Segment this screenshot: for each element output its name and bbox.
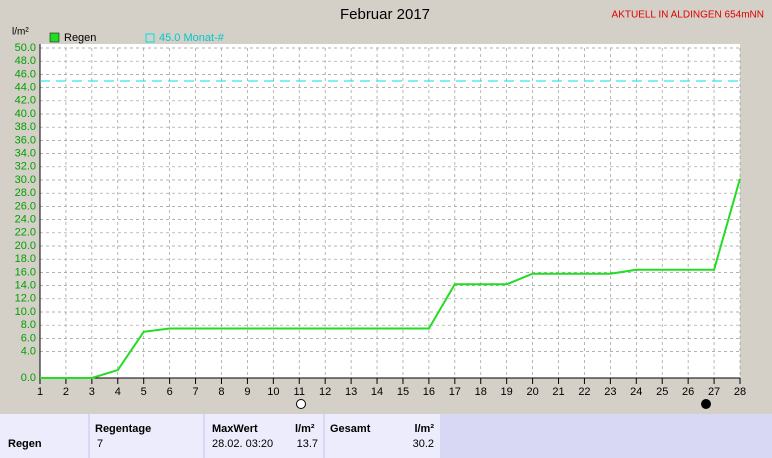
x-tick-label: 27 — [708, 386, 720, 398]
header: l/m² — [414, 423, 434, 435]
cell — [90, 414, 203, 458]
legend-label: 45.0 Monat-# — [159, 32, 225, 44]
y-tick-label: 0.0 — [21, 372, 36, 384]
x-tick-label: 8 — [218, 386, 224, 398]
x-tick-label: 1 — [37, 386, 43, 398]
x-tick-label: 19 — [501, 386, 513, 398]
value: 7 — [97, 438, 103, 450]
y-tick-label: 24.0 — [15, 214, 36, 226]
x-tick-label: 14 — [371, 386, 383, 398]
y-tick-label: 22.0 — [15, 227, 36, 239]
x-tick-label: 24 — [630, 386, 642, 398]
x-tick-label: 21 — [552, 386, 564, 398]
y-axis-label: l/m² — [12, 27, 29, 38]
x-tick-label: 13 — [345, 386, 357, 398]
legend-swatch — [145, 33, 155, 43]
chart-title: Februar 2017 — [340, 6, 430, 23]
y-tick-label: 34.0 — [15, 148, 36, 160]
legend-label: Regen — [64, 32, 96, 44]
x-tick-label: 16 — [423, 386, 435, 398]
x-tick-label: 5 — [141, 386, 147, 398]
value: 13.7 — [297, 438, 318, 450]
x-tick-label: 22 — [578, 386, 590, 398]
x-tick-label: 10 — [267, 386, 279, 398]
y-tick-label: 10.0 — [15, 306, 36, 318]
x-tick-label: 6 — [167, 386, 173, 398]
y-tick-label: 36.0 — [15, 134, 36, 146]
y-tick-label: 44.0 — [15, 82, 36, 94]
y-tick-label: 14.0 — [15, 280, 36, 292]
x-tick-label: 23 — [604, 386, 616, 398]
cell — [205, 414, 323, 458]
y-tick-label: 8.0 — [21, 319, 36, 331]
value: 28.02. 03:20 — [212, 438, 273, 450]
x-tick-label: 11 — [294, 386, 305, 398]
x-tick-label: 18 — [475, 386, 487, 398]
x-tick-label: 15 — [397, 386, 409, 398]
y-tick-label: 16.0 — [15, 266, 36, 278]
y-tick-label: 6.0 — [21, 332, 36, 344]
y-tick-label: 18.0 — [15, 253, 36, 265]
y-tick-label: 12.0 — [15, 293, 36, 305]
header: MaxWert — [212, 423, 258, 435]
header: Regentage — [95, 423, 151, 435]
x-tick-label: 4 — [115, 386, 121, 398]
y-tick-label: 42.0 — [15, 95, 36, 107]
y-tick-label: 32.0 — [15, 161, 36, 173]
value: 30.2 — [413, 438, 434, 450]
header: Gesamt — [330, 423, 371, 435]
moon-icon — [701, 399, 711, 409]
x-tick-label: 26 — [682, 386, 694, 398]
y-tick-label: 40.0 — [15, 108, 36, 120]
x-tick-label: 28 — [734, 386, 746, 398]
x-tick-label: 25 — [656, 386, 668, 398]
series-line — [40, 178, 741, 379]
cell — [0, 414, 88, 458]
cell — [325, 414, 440, 458]
annotation: AKTUELL IN ALDINGEN 654mNN — [612, 10, 764, 21]
x-tick-label: 9 — [244, 386, 250, 398]
y-tick-label: 4.0 — [21, 346, 36, 358]
summary-panel: Regen Regentage 7 MaxWert 28.02. 03:20 l… — [0, 414, 772, 458]
y-tick-label: 30.0 — [15, 174, 36, 186]
y-tick-label: 38.0 — [15, 121, 36, 133]
y-tick-label: 20.0 — [15, 240, 36, 252]
y-tick-label: 50.0 — [15, 42, 36, 54]
x-tick-label: 3 — [89, 386, 95, 398]
x-tick-label: 20 — [526, 386, 538, 398]
x-tick-label: 12 — [319, 386, 331, 398]
y-tick-label: 26.0 — [15, 200, 36, 212]
plot-area — [40, 44, 740, 378]
moon-icon — [296, 399, 306, 409]
x-tick-label: 7 — [192, 386, 198, 398]
x-tick-label: 17 — [449, 386, 461, 398]
header: l/m² — [295, 423, 315, 435]
x-tick-label: 2 — [63, 386, 69, 398]
y-tick-label: 46.0 — [15, 68, 36, 80]
y-tick-label: 48.0 — [15, 55, 36, 67]
legend-swatch — [49, 32, 60, 43]
row-label: Regen — [8, 438, 42, 450]
y-tick-label: 28.0 — [15, 187, 36, 199]
